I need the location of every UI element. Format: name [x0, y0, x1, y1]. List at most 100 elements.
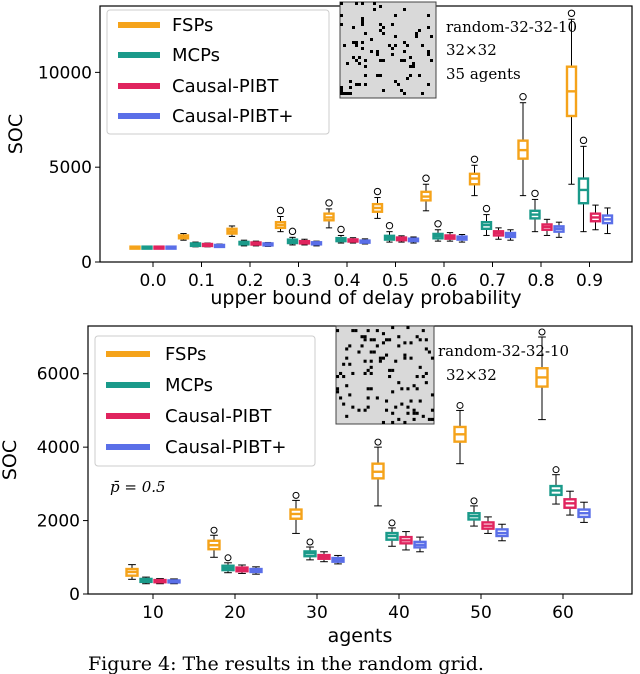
box-causal-pibt-plus-3 — [310, 240, 323, 247]
x-tick-label: 50 — [470, 603, 492, 623]
box-causal-pibt-plus-1 — [249, 566, 263, 575]
box-causal-pibt-6 — [444, 232, 456, 242]
legend-frame — [106, 9, 330, 135]
box-causal-pibt-4 — [347, 237, 359, 244]
y-tick-label: 5000 — [49, 158, 92, 178]
box-fsps-2 — [226, 225, 238, 237]
box-fsps-3 — [274, 206, 287, 233]
box-causal-pibt-plus-1 — [213, 243, 226, 249]
box-mcps-6 — [432, 220, 444, 242]
box-causal-pibt-0 — [153, 245, 165, 250]
legend-label-mcps: MCPs — [165, 375, 213, 396]
y-tick-label: 0 — [81, 253, 92, 273]
box-fsps-1 — [177, 233, 190, 241]
box-causal-pibt-plus-9 — [601, 207, 614, 235]
plot-top-x-ticks: 0.0 0.1 0.2 0.3 0.4 0.5 0.6 0.7 0.8 0.9 — [139, 262, 603, 291]
legend-label-causal-pibt: Causal-PIBT — [165, 406, 272, 427]
x-tick-label: 0.0 — [139, 271, 166, 291]
box-causal-pibt-plus-0 — [167, 578, 181, 585]
box-mcps-2 — [238, 239, 250, 247]
legend-label-causal-pibt-plus: Causal-PIBT+ — [165, 437, 287, 458]
box-fsps-3 — [371, 438, 385, 507]
plot-top-map-agents: 35 agents — [446, 65, 521, 83]
plot-bottom-map-thumbnail — [335, 325, 435, 425]
plot-bottom-legend: FSPs MCPs Causal-PIBT Causal-PIBT+ — [94, 335, 316, 467]
plot-top-map-size: 32×32 — [446, 41, 497, 59]
box-causal-pibt-0 — [153, 578, 167, 585]
x-tick-label: 0.8 — [527, 271, 554, 291]
y-tick-label: 6000 — [37, 365, 80, 385]
x-tick-label: 0.2 — [236, 271, 263, 291]
box-causal-pibt-1 — [201, 242, 214, 248]
box-mcps-4 — [335, 225, 347, 244]
plot-bottom-annotation: p̄ = 0.5 — [110, 478, 166, 496]
x-tick-label: 30 — [306, 603, 328, 623]
plot-bottom: 0 2000 4000 6000 10 20 30 40 50 60 SOC agents FS… — [0, 325, 633, 647]
box-mcps-2 — [303, 538, 317, 561]
figure-caption: Figure 4: The results in the random grid… — [88, 653, 484, 674]
plot-bottom-map-name: random-32-32-10 — [438, 342, 569, 360]
box-mcps-3 — [286, 227, 299, 246]
box-mcps-9 — [577, 136, 590, 233]
plot-bottom-y-ticks: 0 2000 4000 6000 — [37, 365, 88, 605]
y-tick-label: 4000 — [37, 438, 80, 458]
x-tick-label: 20 — [224, 603, 246, 623]
plot-top-map-name: random-32-32-10 — [446, 18, 577, 36]
x-tick-label: 0.5 — [382, 271, 409, 291]
plot-bottom-ylabel: SOC — [0, 440, 21, 480]
box-causal-pibt-plus-4 — [495, 523, 509, 542]
box-causal-pibt-5 — [563, 490, 577, 516]
legend-frame — [94, 335, 316, 467]
box-causal-pibt-plus-2 — [331, 554, 345, 565]
box-mcps-4 — [467, 497, 481, 527]
box-mcps-5 — [549, 466, 563, 505]
box-causal-pibt-7 — [492, 227, 505, 240]
x-tick-label: 10 — [142, 603, 164, 623]
box-fsps-6 — [420, 174, 432, 212]
plot-top-map-thumbnail — [339, 1, 437, 99]
box-fsps-0 — [125, 564, 139, 580]
box-causal-pibt-3 — [298, 238, 311, 246]
plot-top-xlabel: upper bound of delay probability — [210, 287, 521, 309]
legend-label-mcps: MCPs — [172, 45, 220, 66]
box-mcps-0 — [139, 576, 153, 585]
box-mcps-1 — [189, 241, 202, 248]
box-causal-pibt-plus-4 — [359, 238, 371, 245]
x-tick-label: 0.3 — [285, 271, 312, 291]
box-mcps-3 — [385, 519, 399, 547]
box-fsps-7 — [468, 155, 481, 197]
box-fsps-9 — [565, 9, 578, 185]
box-fsps-2 — [289, 491, 303, 534]
plot-bottom-x-ticks: 10 20 30 40 50 60 — [142, 594, 574, 623]
box-fsps-1 — [207, 526, 221, 558]
box-mcps-5 — [383, 221, 396, 243]
plot-bottom-map-size: 32×32 — [446, 366, 497, 384]
box-fsps-8 — [517, 93, 529, 197]
box-mcps-8 — [529, 189, 541, 233]
legend-label-causal-pibt-plus: Causal-PIBT+ — [172, 106, 294, 127]
y-tick-label: 10000 — [38, 63, 92, 83]
box-mcps-1 — [221, 554, 235, 574]
box-causal-pibt-plus-5 — [407, 236, 420, 244]
box-causal-pibt-9 — [589, 204, 602, 231]
box-causal-pibt-2 — [250, 240, 262, 247]
box-causal-pibt-1 — [235, 564, 249, 574]
legend-label-fsps: FSPs — [172, 15, 213, 36]
legend-label-causal-pibt: Causal-PIBT — [172, 76, 279, 97]
y-tick-label: 0 — [69, 585, 80, 605]
x-tick-label: 60 — [552, 603, 574, 623]
x-tick-label: 40 — [388, 603, 410, 623]
box-causal-pibt-plus-7 — [504, 229, 517, 241]
plot-top-ylabel: SOC — [5, 114, 27, 154]
box-fsps-5 — [371, 187, 384, 219]
x-tick-label: 0.9 — [576, 271, 603, 291]
plot-top-boxes — [129, 9, 614, 250]
box-causal-pibt-plus-0 — [165, 245, 177, 250]
box-fsps-4 — [453, 401, 467, 465]
box-causal-pibt-2 — [317, 551, 331, 563]
box-mcps-0 — [141, 245, 153, 250]
plot-bottom-xlabel: agents — [328, 625, 393, 647]
box-causal-pibt-plus-6 — [456, 234, 468, 243]
